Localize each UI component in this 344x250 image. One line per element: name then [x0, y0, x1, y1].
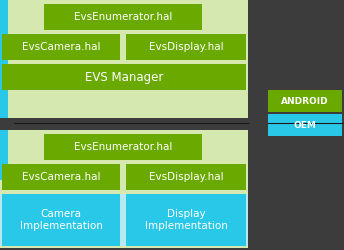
FancyBboxPatch shape — [44, 134, 202, 160]
FancyBboxPatch shape — [126, 164, 246, 190]
FancyBboxPatch shape — [126, 34, 246, 60]
FancyBboxPatch shape — [126, 194, 246, 246]
FancyBboxPatch shape — [0, 0, 248, 118]
FancyBboxPatch shape — [0, 130, 8, 180]
Text: ANDROID: ANDROID — [281, 96, 329, 106]
FancyBboxPatch shape — [2, 64, 246, 90]
FancyBboxPatch shape — [0, 130, 248, 248]
FancyBboxPatch shape — [2, 164, 120, 190]
Text: Display
Implementation: Display Implementation — [144, 209, 227, 231]
FancyBboxPatch shape — [268, 114, 342, 136]
FancyBboxPatch shape — [268, 90, 342, 112]
Text: EVS Manager: EVS Manager — [85, 70, 163, 84]
Text: EvsEnumerator.hal: EvsEnumerator.hal — [74, 12, 172, 22]
Text: EvsCamera.hal: EvsCamera.hal — [22, 42, 100, 52]
Text: Camera
Implementation: Camera Implementation — [20, 209, 103, 231]
FancyBboxPatch shape — [0, 0, 8, 118]
Text: OEM: OEM — [293, 120, 316, 130]
Text: EvsEnumerator.hal: EvsEnumerator.hal — [74, 142, 172, 152]
FancyBboxPatch shape — [44, 4, 202, 30]
Text: EvsDisplay.hal: EvsDisplay.hal — [149, 172, 223, 182]
FancyBboxPatch shape — [0, 194, 248, 246]
FancyBboxPatch shape — [2, 34, 120, 60]
FancyBboxPatch shape — [2, 194, 120, 246]
Text: EvsDisplay.hal: EvsDisplay.hal — [149, 42, 223, 52]
Text: EvsCamera.hal: EvsCamera.hal — [22, 172, 100, 182]
